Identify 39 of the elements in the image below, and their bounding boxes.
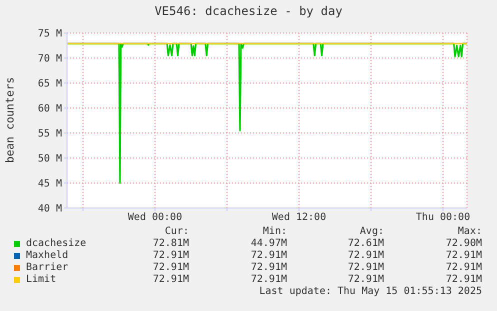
text: 72.91M	[152, 250, 189, 261]
x-tick-label: Wed 00:00	[128, 212, 182, 224]
text: Last update: Thu May 15 01:55:13 2025	[259, 286, 482, 297]
text: 72.91M	[250, 262, 287, 273]
y-tick-label: 60 M	[38, 104, 62, 115]
text: 72.91M	[250, 250, 287, 261]
text: 72.91M	[348, 262, 384, 273]
chart-title: VE546: dcachesize - by day	[154, 4, 344, 18]
x-tick-label: Thu 00:00	[416, 212, 470, 224]
legend-label: Maxheld	[26, 250, 68, 261]
text: 72.91M	[446, 250, 482, 261]
line-series	[67, 42, 467, 184]
text: 72.81M	[152, 238, 189, 249]
y-tick-label: 55 M	[38, 128, 62, 140]
y-tick-label: 75 M	[38, 28, 62, 40]
text: 72.91M	[152, 274, 189, 285]
text: 72.91M	[250, 274, 287, 285]
y-tick-label: 65 M	[38, 78, 62, 90]
text: 72.61M	[348, 238, 384, 249]
legend-label: Barrier	[26, 262, 68, 273]
text: 72.91M	[348, 274, 384, 285]
text: 72.90M	[446, 238, 482, 249]
x-tick-label: Wed 12:00	[272, 212, 326, 224]
text: 72.91M	[446, 274, 482, 285]
y-tick-label: 70 M	[38, 54, 62, 65]
y-tick-label: 50 M	[38, 154, 62, 165]
y-tick-label: 40 M	[38, 204, 62, 215]
text: Min:	[262, 226, 287, 237]
text: 44.97M	[250, 238, 287, 249]
y-axis-title: bean counters	[4, 76, 16, 164]
text: Avg:	[360, 226, 384, 237]
legend-label: dcachesize	[26, 238, 86, 249]
text: Cur:	[164, 226, 189, 237]
y-tick-label: 45 M	[38, 178, 62, 190]
text: 72.91M	[152, 262, 189, 273]
text: 72.91M	[446, 262, 482, 273]
text: 72.91M	[348, 250, 384, 261]
legend-label: Limit	[26, 274, 56, 285]
text: Max:	[458, 226, 482, 237]
